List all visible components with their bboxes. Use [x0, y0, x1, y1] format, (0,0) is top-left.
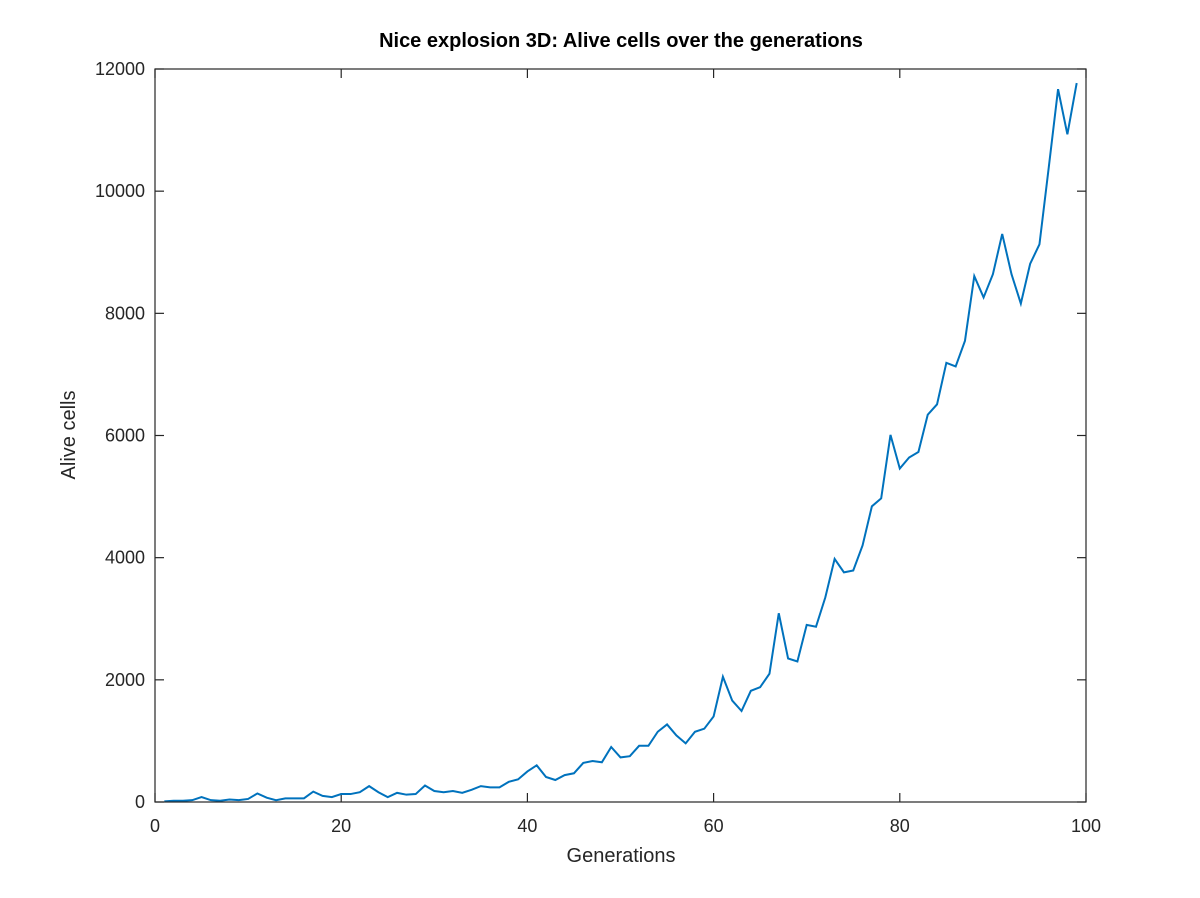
chart-title: Nice explosion 3D: Alive cells over the … — [379, 30, 863, 52]
y-tick-label: 12000 — [95, 59, 145, 79]
y-tick-label: 0 — [135, 792, 145, 812]
series-line — [164, 82, 1078, 803]
y-tick-label: 6000 — [105, 426, 145, 446]
plot-area-frame — [154, 68, 1087, 803]
tick-labels: 0 20 40 60 80 100 0 2000 4000 6000 8000 10000 12000 — [95, 59, 1101, 836]
y-axis-label: Alive cells — [58, 391, 80, 480]
y-tick-label: 2000 — [105, 670, 145, 690]
axis-ticks — [154, 68, 1087, 803]
y-tick-label: 4000 — [105, 548, 145, 568]
x-tick-label: 100 — [1071, 816, 1101, 836]
y-tick-label: 10000 — [95, 181, 145, 201]
x-tick-label: 20 — [331, 816, 351, 836]
y-tick-label: 8000 — [105, 303, 145, 323]
x-tick-label: 40 — [517, 816, 537, 836]
x-tick-label: 0 — [150, 816, 160, 836]
x-tick-label: 60 — [704, 816, 724, 836]
x-axis-label: Generations — [567, 845, 676, 867]
x-tick-label: 80 — [890, 816, 910, 836]
